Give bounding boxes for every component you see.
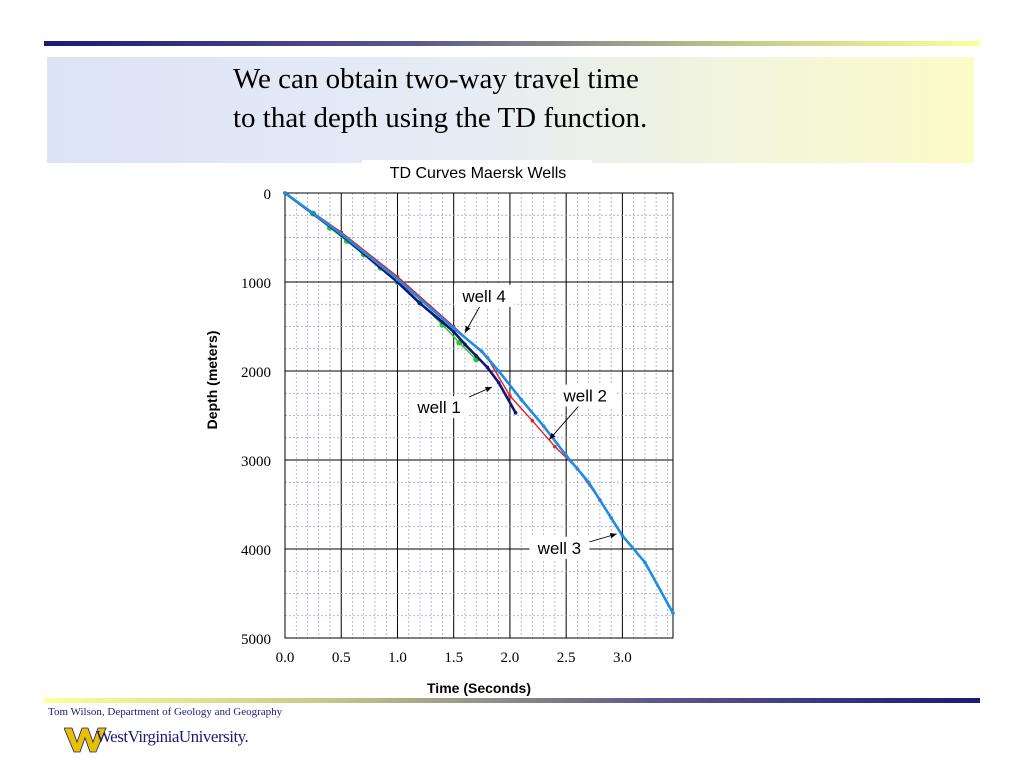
data-point-well-2 [553,444,557,449]
annotation-label-background [555,384,616,407]
x-tick-label: 0.0 [276,650,295,666]
x-tick-label: 2.5 [557,650,576,666]
wvu-logo-text: WestVirginiaUniversity. [96,727,249,746]
annotation-label-background [454,284,515,307]
top-rule [44,41,980,46]
data-point-well-3 [620,533,625,538]
data-point-well-3 [395,277,400,282]
data-point-well-1 [496,380,501,385]
data-point-well-3 [541,424,546,428]
data-point-well-1 [451,330,456,334]
series-line-well-2 [284,192,601,501]
chart-title-background [362,160,592,184]
grid [285,193,673,638]
data-point-well-1 [463,342,467,347]
data-point-well-1 [485,365,490,370]
data-point-well-3 [586,480,591,485]
footer-credit: Tom Wilson, Department of Geology and Ge… [48,706,283,718]
chart-title: TD Curves Maersk Wells [390,165,567,182]
annotation-label: well 2 [563,387,607,406]
annotation-label-background [409,396,470,419]
annotation-arrowhead [549,432,556,440]
data-point-well-3 [451,326,456,331]
x-tick-label: 1.0 [388,650,407,666]
data-point-well-3 [564,453,568,458]
plot-frame [284,192,674,639]
series-line-well-3 [284,191,675,614]
y-axis-label: Depth (meters) [204,331,220,430]
slide-title-line-1: We can obtain two-way travel time [233,63,639,95]
y-tick-label: 3000 [241,454,271,470]
data-point-well-3 [643,560,647,565]
annotation-label: well 4 [461,287,505,306]
annotation-arrowhead [464,325,471,333]
data-point-well-1 [440,320,445,324]
data-point-well-3 [339,232,344,236]
annotations: well 4 well 1 well 2 well 3 [409,284,617,559]
x-tick-label: 3.0 [613,650,632,666]
y-tick-label: 1000 [241,276,271,292]
series-lines [283,191,675,615]
data-point-well-1 [513,411,518,415]
x-tick-label: 1.5 [444,650,463,666]
y-tick-label: 5000 [241,632,271,648]
data-point-well-3 [671,611,675,615]
data-point-well-3 [496,369,501,373]
annotation-label: well 1 [416,398,460,417]
annotation-label-background [529,536,590,559]
series-line-well-4 [312,212,477,360]
slide-title-line-2: to that depth using the TD function. [233,102,648,134]
title-box [47,57,974,163]
annotation-label: well 3 [537,539,581,558]
bottom-rule [44,698,980,703]
annotation-arrowhead [609,533,617,539]
tick-labels: 0.0 0.5 1.0 1.5 2.0 2.5 3.0 0 1000 2000 3000 4000 50… [241,187,632,666]
x-tick-label: 2.0 [501,650,520,666]
x-axis-label: Time (Seconds) [427,680,531,696]
data-point-well-2 [508,394,512,398]
data-point-well-3 [283,191,287,195]
x-tick-label: 0.5 [332,650,351,666]
data-point-well-2 [530,419,535,423]
data-point-well-3 [609,516,613,520]
y-tick-label: 0 [264,187,272,203]
data-point-well-1 [418,301,422,306]
data-point-well-1 [474,354,478,358]
wvu-logo-icon [64,727,107,753]
y-tick-label: 2000 [241,365,271,381]
annotation-arrowhead [484,387,492,393]
data-point-well-3 [519,397,523,402]
y-tick-label: 4000 [241,543,271,559]
data-point-well-3 [480,349,484,354]
